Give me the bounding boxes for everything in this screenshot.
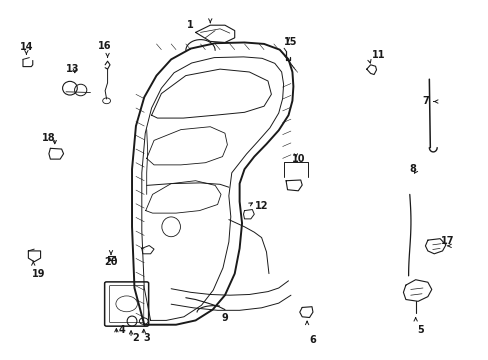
Text: 6: 6: [309, 335, 316, 345]
Text: 15: 15: [284, 37, 297, 48]
Text: 10: 10: [291, 154, 305, 164]
Text: 8: 8: [409, 164, 416, 174]
Text: 9: 9: [221, 312, 228, 323]
Text: 5: 5: [416, 325, 423, 336]
Text: 20: 20: [104, 257, 118, 267]
Text: 19: 19: [32, 269, 46, 279]
Text: 2: 2: [132, 333, 139, 343]
Text: 18: 18: [42, 132, 56, 143]
Text: 17: 17: [440, 236, 453, 246]
Text: 1: 1: [187, 20, 194, 30]
Text: 7: 7: [421, 96, 428, 106]
Text: 13: 13: [65, 64, 79, 74]
Text: 14: 14: [20, 42, 34, 52]
Text: 12: 12: [254, 201, 268, 211]
Text: 4: 4: [119, 325, 125, 336]
Text: 16: 16: [98, 41, 112, 51]
Text: 11: 11: [371, 50, 385, 60]
Text: 3: 3: [143, 333, 150, 343]
